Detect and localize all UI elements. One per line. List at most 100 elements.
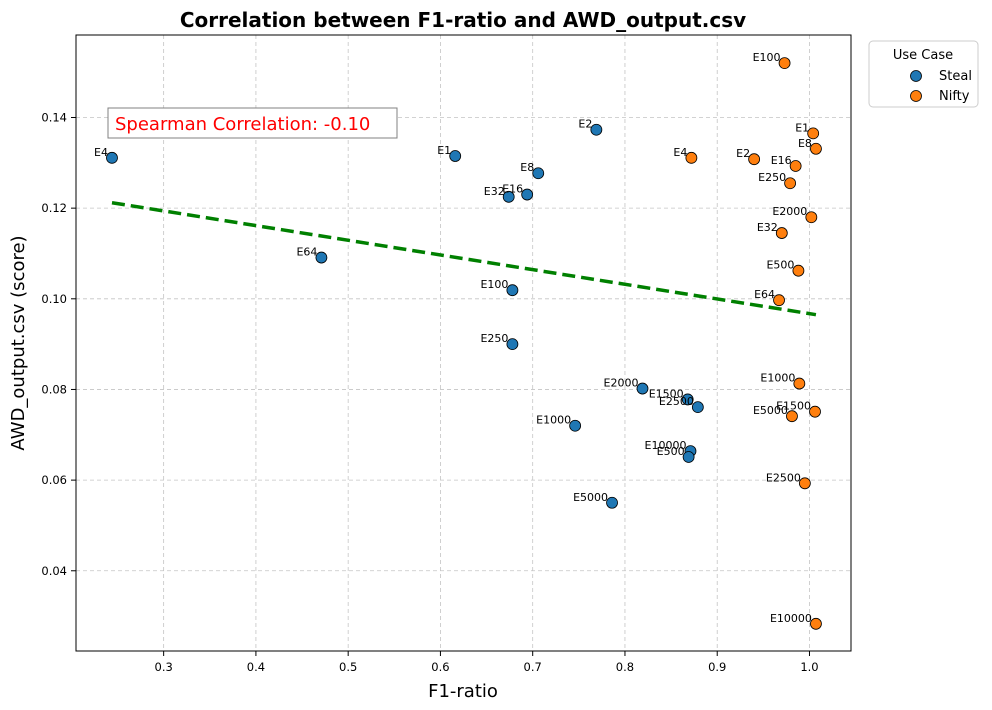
plot-frame (75, 34, 852, 652)
point-steal (636, 382, 649, 395)
point-steal (681, 393, 694, 406)
point-label-nifty: E250 (758, 171, 786, 184)
point-label-nifty: E10000 (770, 612, 812, 625)
point-label-steal: E100 (480, 278, 508, 291)
point-label-steal: E32 (484, 185, 505, 198)
legend-label-steal: Steal (939, 69, 972, 84)
point-steal (682, 451, 695, 463)
x-tick-label: 0.5 (339, 660, 357, 674)
legend: Use Case Steal Nifty (868, 40, 979, 108)
point-steal (569, 419, 582, 432)
x-tick-label: 1.0 (800, 660, 818, 674)
x-tick-label: 0.9 (708, 660, 726, 674)
y-tick-label: 0.04 (41, 564, 67, 578)
point-label-steal: E250 (480, 332, 508, 345)
point-nifty (798, 477, 811, 490)
x-tick-label: 0.6 (431, 660, 449, 674)
point-steal (691, 401, 704, 414)
point-label-steal: E5000 (573, 491, 608, 504)
legend-title: Use Case (893, 48, 953, 63)
point-label-nifty: E5000 (753, 404, 788, 417)
point-nifty (775, 227, 788, 239)
x-axis-label: F1-ratio (428, 681, 498, 702)
point-nifty (807, 127, 820, 140)
y-tick-label: 0.12 (41, 201, 67, 215)
point-label-steal: E8 (520, 161, 534, 174)
point-label-nifty: E32 (757, 221, 778, 234)
data-points (106, 57, 822, 630)
chart-title: Correlation between F1-ratio and AWD_out… (180, 8, 746, 32)
point-steal (502, 190, 515, 203)
legend-box (868, 40, 979, 108)
y-tick-label: 0.14 (41, 110, 67, 124)
point-label-steal: E2000 (604, 377, 639, 390)
point-nifty (810, 142, 822, 155)
y-axis-ticks: 0.04 0.06 0.08 0.10 0.12 0.14 (41, 110, 76, 578)
point-label-steal: E1 (437, 144, 451, 157)
point-label-steal: E2500 (659, 395, 694, 408)
point-nifty (805, 211, 818, 224)
point-steal (506, 284, 519, 297)
point-label-nifty: E8 (798, 137, 812, 150)
point-nifty (793, 377, 806, 390)
point-steal (315, 251, 328, 264)
point-nifty (773, 294, 785, 307)
point-label-nifty: E2500 (766, 471, 801, 484)
point-nifty (778, 57, 791, 70)
legend-marker-nifty (910, 90, 922, 102)
correlation-box (107, 107, 398, 139)
y-tick-label: 0.08 (41, 382, 67, 396)
x-axis-ticks: 0.3 0.4 0.5 0.6 0.7 0.8 0.9 1.0 (155, 651, 819, 674)
point-steal (449, 150, 462, 162)
point-nifty (685, 151, 698, 164)
point-nifty (789, 160, 802, 172)
point-label-steal: E10000 (645, 439, 687, 452)
x-tick-label: 0.4 (247, 660, 265, 674)
point-nifty (784, 177, 797, 190)
point-label-nifty: E1000 (760, 372, 795, 385)
point-label-nifty: E100 (753, 51, 781, 64)
point-steal (506, 338, 519, 351)
legend-label-nifty: Nifty (939, 89, 970, 104)
point-steal (532, 167, 545, 180)
point-label-nifty: E2 (736, 147, 750, 160)
point-label-nifty: E1 (795, 121, 809, 134)
point-steal (521, 188, 534, 201)
point-nifty (809, 405, 821, 418)
point-steal (106, 151, 118, 164)
x-tick-label: 0.8 (616, 660, 634, 674)
correlation-annotation: Spearman Correlation: -0.10 (107, 107, 398, 139)
x-tick-label: 0.3 (155, 660, 173, 674)
y-tick-label: 0.10 (41, 292, 67, 306)
point-label-steal: E1000 (536, 414, 571, 427)
point-label-nifty: E2000 (772, 205, 807, 218)
grid-lines (76, 35, 851, 651)
point-steal (606, 496, 618, 509)
trend-line (111, 200, 817, 317)
point-label-steal: E4 (94, 146, 108, 159)
point-label-steal: E1500 (649, 387, 684, 400)
point-label-nifty: E1500 (776, 400, 811, 413)
correlation-text: Spearman Correlation: -0.10 (115, 114, 370, 135)
point-label-steal: E500 (657, 445, 685, 458)
y-tick-label: 0.06 (41, 473, 67, 487)
point-label-steal: E64 (296, 246, 317, 259)
trend-line-group (111, 200, 817, 317)
point-nifty (810, 617, 822, 630)
point-nifty (748, 153, 761, 166)
y-axis-label: AWD_output.csv (score) (8, 235, 29, 450)
point-label-nifty: E4 (673, 146, 687, 159)
point-label-nifty: E64 (754, 288, 775, 301)
legend-marker-steal (910, 70, 922, 82)
point-labels: E4 E1E2E8E32E16E64E100E250E2000E1500E2500… (94, 51, 812, 625)
point-label-nifty: E16 (771, 154, 792, 167)
point-label-steal: E16 (502, 183, 523, 196)
point-nifty (792, 264, 805, 277)
point-steal (590, 123, 603, 136)
point-nifty (786, 410, 798, 423)
point-label-nifty: E500 (766, 259, 794, 272)
x-tick-label: 0.7 (524, 660, 542, 674)
point-label-steal: E2 (578, 118, 592, 131)
